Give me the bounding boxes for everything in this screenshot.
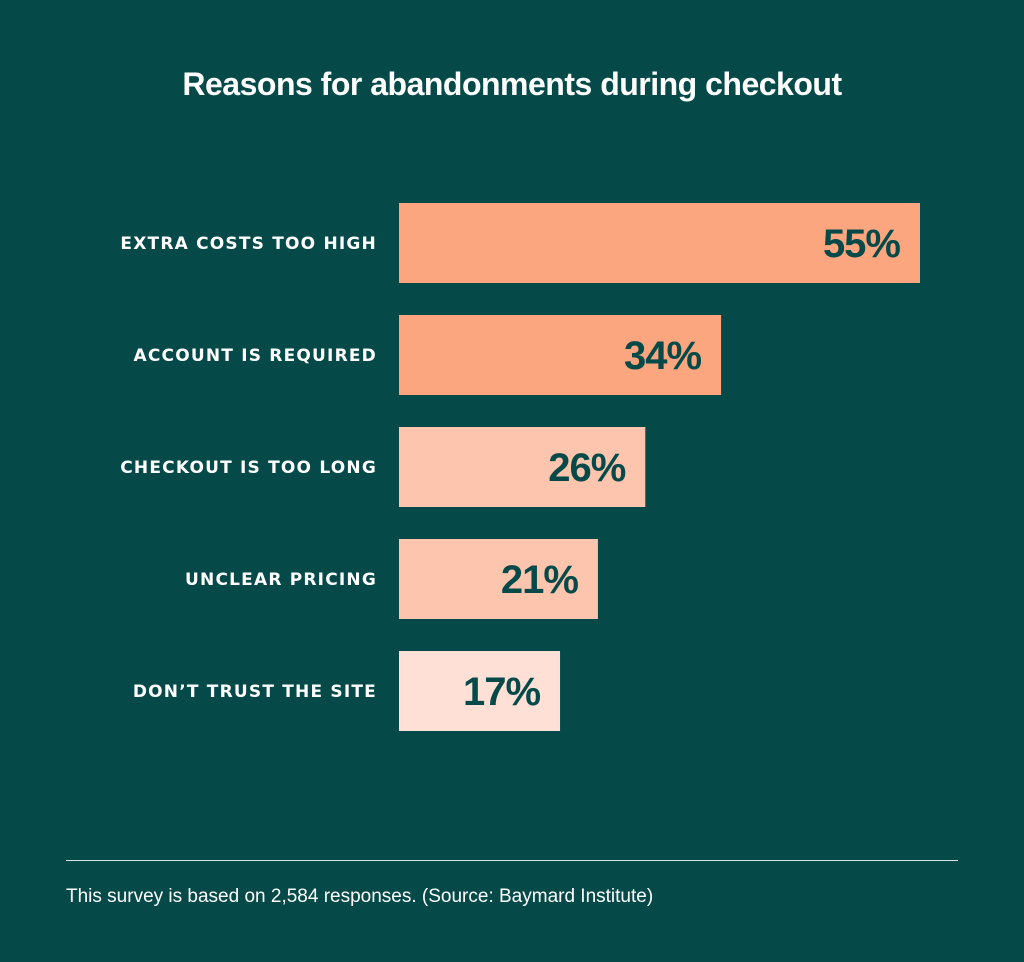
bar xyxy=(399,203,920,283)
source-note: This survey is based on 2,584 responses.… xyxy=(66,886,654,907)
chart-title: Reasons for abandonments during checkout xyxy=(182,66,842,102)
footer-divider xyxy=(66,860,958,861)
value-label: 34% xyxy=(624,334,701,378)
category-label: UNCLEAR PRICING xyxy=(185,570,377,590)
bar xyxy=(399,539,598,619)
bar xyxy=(399,427,646,507)
category-label: CHECKOUT IS TOO LONG xyxy=(120,458,377,478)
value-label: 21% xyxy=(501,558,578,602)
bar xyxy=(399,651,561,731)
value-label: 55% xyxy=(823,222,900,266)
bar xyxy=(399,315,722,395)
category-label: ACCOUNT IS REQUIRED xyxy=(134,346,378,366)
value-label: 26% xyxy=(548,446,625,490)
category-label: EXTRA COSTS TOO HIGH xyxy=(120,234,377,254)
category-label: DON’T TRUST THE SITE xyxy=(133,682,377,702)
value-label: 17% xyxy=(463,670,540,714)
